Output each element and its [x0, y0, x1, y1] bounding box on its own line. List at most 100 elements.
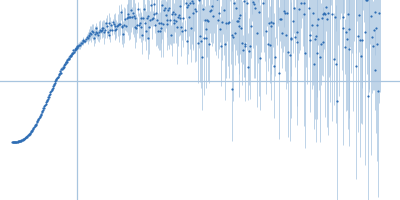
Point	[125, 15, 132, 18]
Point	[214, 18, 221, 21]
Point	[15, 140, 21, 143]
Point	[162, 6, 168, 10]
Point	[52, 81, 58, 85]
Point	[36, 115, 43, 119]
Point	[49, 87, 55, 90]
Point	[30, 127, 37, 130]
Point	[284, 12, 290, 15]
Point	[312, 35, 319, 38]
Point	[168, 13, 175, 16]
Point	[201, 36, 207, 39]
Point	[199, 55, 205, 58]
Point	[129, 15, 135, 19]
Point	[192, 8, 198, 11]
Point	[108, 24, 114, 27]
Point	[69, 51, 75, 55]
Point	[355, 34, 361, 37]
Point	[228, 33, 235, 37]
Point	[318, 16, 325, 20]
Point	[90, 36, 97, 39]
Point	[56, 73, 62, 76]
Point	[13, 140, 19, 143]
Point	[150, 17, 156, 20]
Point	[232, 31, 238, 34]
Point	[154, 18, 160, 22]
Point	[372, 68, 379, 71]
Point	[161, 9, 167, 12]
Point	[208, 9, 214, 12]
Point	[188, 0, 195, 3]
Point	[62, 62, 68, 65]
Point	[22, 136, 28, 140]
Point	[257, 56, 264, 59]
Point	[28, 131, 34, 134]
Point	[38, 112, 44, 115]
Point	[32, 123, 39, 126]
Point	[43, 101, 49, 104]
Point	[290, 19, 296, 22]
Point	[321, 12, 328, 15]
Point	[317, 56, 323, 59]
Point	[151, 3, 158, 6]
Point	[136, 22, 143, 25]
Point	[42, 102, 49, 106]
Point	[71, 49, 78, 52]
Point	[69, 52, 76, 55]
Point	[198, 39, 204, 42]
Point	[270, 21, 276, 24]
Point	[63, 61, 69, 64]
Point	[135, 7, 141, 11]
Point	[242, 43, 249, 46]
Point	[35, 118, 41, 122]
Point	[234, 19, 241, 22]
Point	[16, 139, 23, 143]
Point	[52, 79, 58, 82]
Point	[83, 37, 89, 41]
Point	[105, 33, 112, 36]
Point	[50, 84, 57, 87]
Point	[46, 94, 52, 97]
Point	[23, 136, 29, 139]
Point	[88, 32, 94, 35]
Point	[313, 51, 320, 54]
Point	[163, 18, 170, 21]
Point	[222, 42, 228, 45]
Point	[54, 77, 60, 80]
Point	[286, 53, 293, 56]
Point	[113, 27, 120, 30]
Point	[268, 21, 274, 24]
Point	[44, 99, 50, 102]
Point	[9, 140, 15, 144]
Point	[344, 37, 350, 40]
Point	[82, 39, 88, 42]
Point	[342, 45, 348, 48]
Point	[242, 44, 248, 48]
Point	[370, 28, 377, 31]
Point	[54, 76, 61, 79]
Point	[139, 33, 146, 36]
Point	[16, 140, 22, 143]
Point	[34, 119, 40, 123]
Point	[156, 30, 163, 33]
Point	[64, 58, 71, 62]
Point	[372, 11, 378, 14]
Point	[44, 99, 50, 102]
Point	[306, 6, 312, 10]
Point	[334, 100, 340, 103]
Point	[50, 87, 56, 90]
Point	[183, 6, 190, 9]
Point	[19, 138, 26, 141]
Point	[128, 9, 134, 12]
Point	[194, 42, 201, 45]
Point	[173, 20, 179, 23]
Point	[177, 4, 184, 7]
Point	[10, 140, 16, 144]
Point	[189, 11, 196, 14]
Point	[71, 50, 77, 53]
Point	[72, 47, 79, 51]
Point	[188, 26, 194, 30]
Point	[81, 39, 88, 43]
Point	[204, 18, 210, 21]
Point	[344, 12, 351, 15]
Point	[176, 14, 182, 17]
